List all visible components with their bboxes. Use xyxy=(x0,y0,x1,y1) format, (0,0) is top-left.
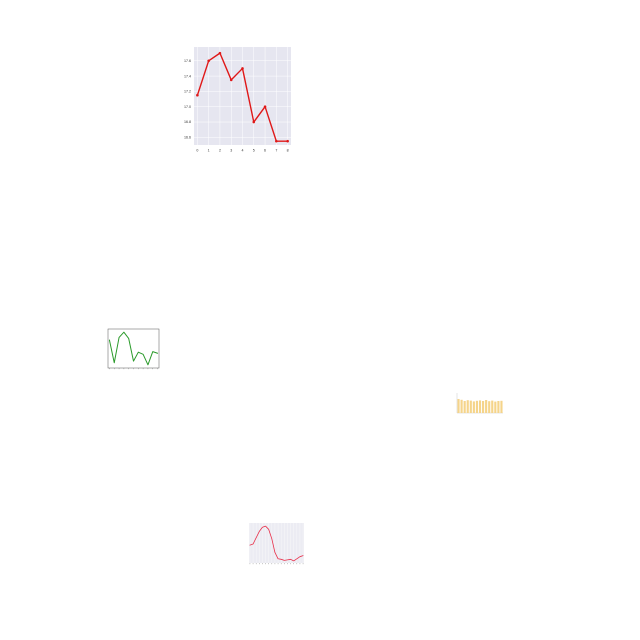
data-point xyxy=(286,139,289,143)
data-point xyxy=(275,139,278,143)
y-tick-label: 17.2 xyxy=(184,90,191,94)
bar xyxy=(488,401,491,413)
bar xyxy=(491,400,494,413)
x-tick-label: 7 xyxy=(275,149,277,153)
bar xyxy=(463,401,466,413)
series-line xyxy=(249,525,304,562)
bar xyxy=(485,400,488,413)
data-point xyxy=(229,78,233,82)
bar xyxy=(494,401,497,413)
data-point xyxy=(218,51,222,55)
chart-amag-svg: 0 1 2 3 4 5 6 7 8 16.6 16.8 17.0 17.2 17.4 17.6 xyxy=(184,47,291,153)
bar xyxy=(497,401,500,413)
x-tick-label: 4 xyxy=(242,149,244,153)
y-tick-label: 17.0 xyxy=(184,105,191,109)
data-point xyxy=(241,67,244,70)
data-point xyxy=(263,105,267,109)
x-tick-label: 3 xyxy=(230,149,232,153)
y-tick-label: 16.6 xyxy=(184,136,191,140)
y-tick-label: 17.6 xyxy=(184,59,191,63)
chart-pgz-svg xyxy=(249,523,304,565)
y-tick-label: 16.8 xyxy=(184,120,191,124)
x-tick-label: 8 xyxy=(287,149,289,153)
bar xyxy=(457,399,460,413)
bar xyxy=(475,400,479,413)
x-tick-label: 5 xyxy=(253,149,255,153)
plot-area xyxy=(249,523,304,563)
plot-area xyxy=(107,328,160,369)
chart-bars xyxy=(451,387,507,419)
bar xyxy=(472,401,475,413)
bar xyxy=(481,401,485,413)
chart-bars-svg xyxy=(456,393,503,414)
series-line xyxy=(108,331,159,366)
chart-eclg xyxy=(98,320,164,378)
x-tick-label: 6 xyxy=(264,149,266,153)
data-point xyxy=(207,59,210,63)
bar xyxy=(500,400,503,413)
chart-eclg-svg xyxy=(107,328,160,370)
x-tick-label: 1 xyxy=(208,149,210,153)
x-tick-label: 2 xyxy=(219,149,221,153)
chart-pgz xyxy=(236,514,308,570)
x-tick-label: 0 xyxy=(196,149,198,153)
chart-amag: 0 1 2 3 4 5 6 7 8 16.6 16.8 17.0 17.2 17.4 17.6 xyxy=(172,38,298,162)
bar xyxy=(478,400,482,413)
bar xyxy=(466,400,469,413)
data-point xyxy=(196,93,199,97)
bar xyxy=(469,400,472,413)
y-tick-label: 17.4 xyxy=(184,74,191,78)
bar xyxy=(460,399,463,413)
data-point xyxy=(252,120,256,124)
